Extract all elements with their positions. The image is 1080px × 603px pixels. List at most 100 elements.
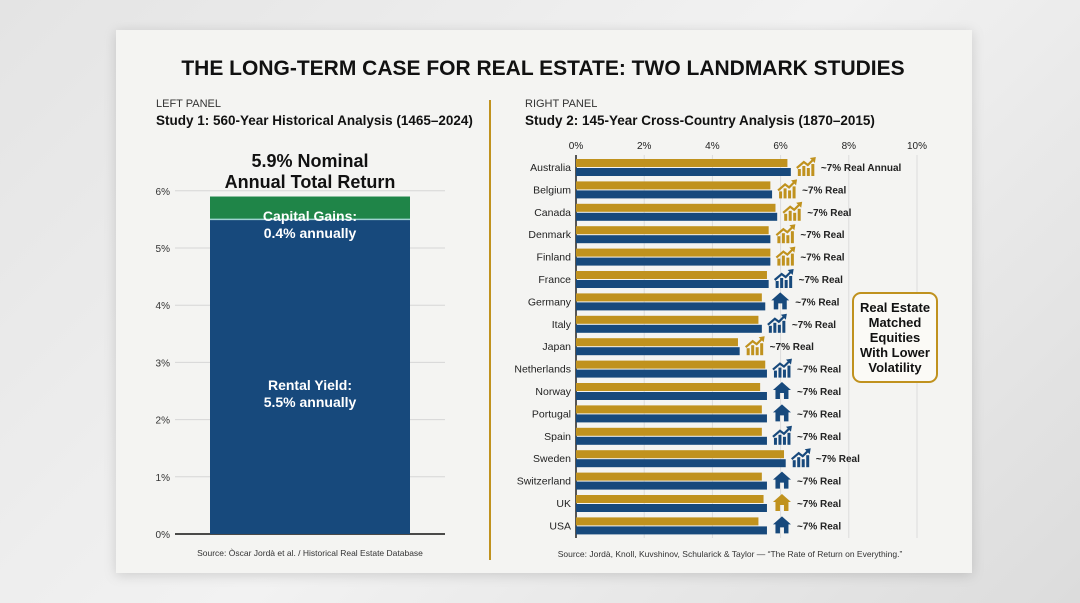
bar-gold xyxy=(576,181,771,190)
category-label: USA xyxy=(549,520,571,532)
y-tick-label: 6% xyxy=(156,187,171,198)
x-tick-label: 8% xyxy=(842,141,857,152)
callout-line: Equities xyxy=(870,330,921,345)
bar-blue xyxy=(576,347,740,356)
category-label: Belgium xyxy=(533,184,571,196)
bar-gold xyxy=(576,427,762,436)
house-icon xyxy=(772,471,791,489)
bar-blue xyxy=(576,526,767,535)
bar-blue xyxy=(576,481,767,490)
return-annotation: ~7% Real xyxy=(802,185,846,196)
house-icon xyxy=(772,382,791,399)
bar-blue xyxy=(576,504,767,512)
segment-value-label: 5.5% annually xyxy=(264,394,357,410)
left-panel-label: LEFT PANEL xyxy=(156,98,221,110)
return-annotation: ~7% Real xyxy=(795,297,839,308)
segment-label: Capital Gains: xyxy=(263,208,357,224)
category-label: Portugal xyxy=(532,408,571,420)
bar-gold xyxy=(576,203,776,212)
bar-gold xyxy=(576,405,762,414)
category-label: Germany xyxy=(528,296,572,308)
segment-label: Rental Yield: xyxy=(268,377,352,393)
growth-chart-icon xyxy=(772,358,792,378)
bar-blue xyxy=(576,235,771,244)
bar-gold xyxy=(576,360,766,369)
left-source: Source: Òscar Jordà et al. / Historical … xyxy=(197,548,423,558)
return-annotation: ~7% Real xyxy=(797,409,841,420)
return-annotation: ~7% Real Annual xyxy=(821,163,902,174)
y-tick-label: 5% xyxy=(156,244,171,255)
return-annotation: ~7% Real xyxy=(797,387,841,398)
left-chart-title-1: 5.9% Nominal xyxy=(251,151,368,171)
return-annotation: ~7% Real xyxy=(792,320,836,331)
bar-blue xyxy=(576,168,791,176)
category-label: Norway xyxy=(535,386,571,398)
bar-blue xyxy=(576,280,769,288)
bar-blue xyxy=(576,392,767,400)
left-chart-title-2: Annual Total Return xyxy=(225,172,396,192)
return-annotation: ~7% Real xyxy=(797,521,841,532)
growth-chart-icon xyxy=(772,425,792,445)
house-icon xyxy=(772,494,791,511)
y-tick-label: 2% xyxy=(156,416,171,427)
bar-gold xyxy=(576,383,761,391)
bar-gold xyxy=(576,159,788,167)
callout-line: Matched xyxy=(869,315,922,330)
segment-value-label: 0.4% annually xyxy=(264,225,357,241)
return-annotation: ~7% Real xyxy=(770,342,814,353)
main-title: THE LONG-TERM CASE FOR REAL ESTATE: TWO … xyxy=(181,57,904,80)
category-label: Finland xyxy=(537,252,572,264)
x-tick-label: 2% xyxy=(637,141,652,152)
growth-chart-icon xyxy=(744,336,765,356)
category-label: Japan xyxy=(542,341,571,353)
bar-gold xyxy=(576,315,759,324)
growth-chart-icon xyxy=(790,448,811,468)
return-annotation: ~7% Real xyxy=(807,208,851,219)
bar-blue xyxy=(576,414,767,423)
category-label: UK xyxy=(556,498,571,510)
bar-segment-rental-yield xyxy=(210,219,410,534)
right-panel-label: RIGHT PANEL xyxy=(525,98,597,110)
category-label: Australia xyxy=(530,162,571,174)
bar-gold xyxy=(576,248,771,257)
x-tick-label: 0% xyxy=(569,141,584,152)
bar-gold xyxy=(576,271,767,279)
bar-blue xyxy=(576,212,778,221)
bar-segment-capital-gains xyxy=(210,196,410,220)
bar-gold xyxy=(576,338,738,347)
y-tick-label: 1% xyxy=(156,473,171,484)
y-tick-label: 3% xyxy=(156,358,171,369)
return-annotation: ~7% Real xyxy=(797,477,841,488)
bar-gold xyxy=(576,517,759,526)
x-tick-label: 6% xyxy=(773,141,788,152)
growth-chart-icon xyxy=(777,179,798,199)
return-annotation: ~7% Real xyxy=(797,432,841,443)
bar-blue xyxy=(576,190,773,199)
bar-blue xyxy=(576,436,767,445)
return-annotation: ~7% Real xyxy=(797,365,841,376)
y-tick-label: 4% xyxy=(156,301,171,312)
bar-gold xyxy=(576,450,785,459)
bar-blue xyxy=(576,324,762,333)
category-label: Switzerland xyxy=(517,476,571,488)
category-label: Spain xyxy=(544,431,571,443)
category-label: Sweden xyxy=(533,453,571,465)
growth-chart-icon xyxy=(775,224,796,244)
house-icon xyxy=(772,516,791,534)
bar-blue xyxy=(576,257,771,266)
callout-line: Real Estate xyxy=(860,300,930,315)
growth-chart-icon xyxy=(767,313,787,333)
house-icon xyxy=(771,292,790,310)
return-annotation: ~7% Real xyxy=(800,230,844,241)
return-annotation: ~7% Real xyxy=(800,253,844,264)
bar-gold xyxy=(576,226,769,235)
growth-chart-icon xyxy=(775,246,796,266)
callout-line: Volatility xyxy=(868,360,922,375)
x-tick-label: 4% xyxy=(705,141,720,152)
house-icon xyxy=(772,404,791,422)
category-label: Netherlands xyxy=(514,364,571,376)
bar-blue xyxy=(576,369,767,378)
callout-line: With Lower xyxy=(860,345,930,360)
